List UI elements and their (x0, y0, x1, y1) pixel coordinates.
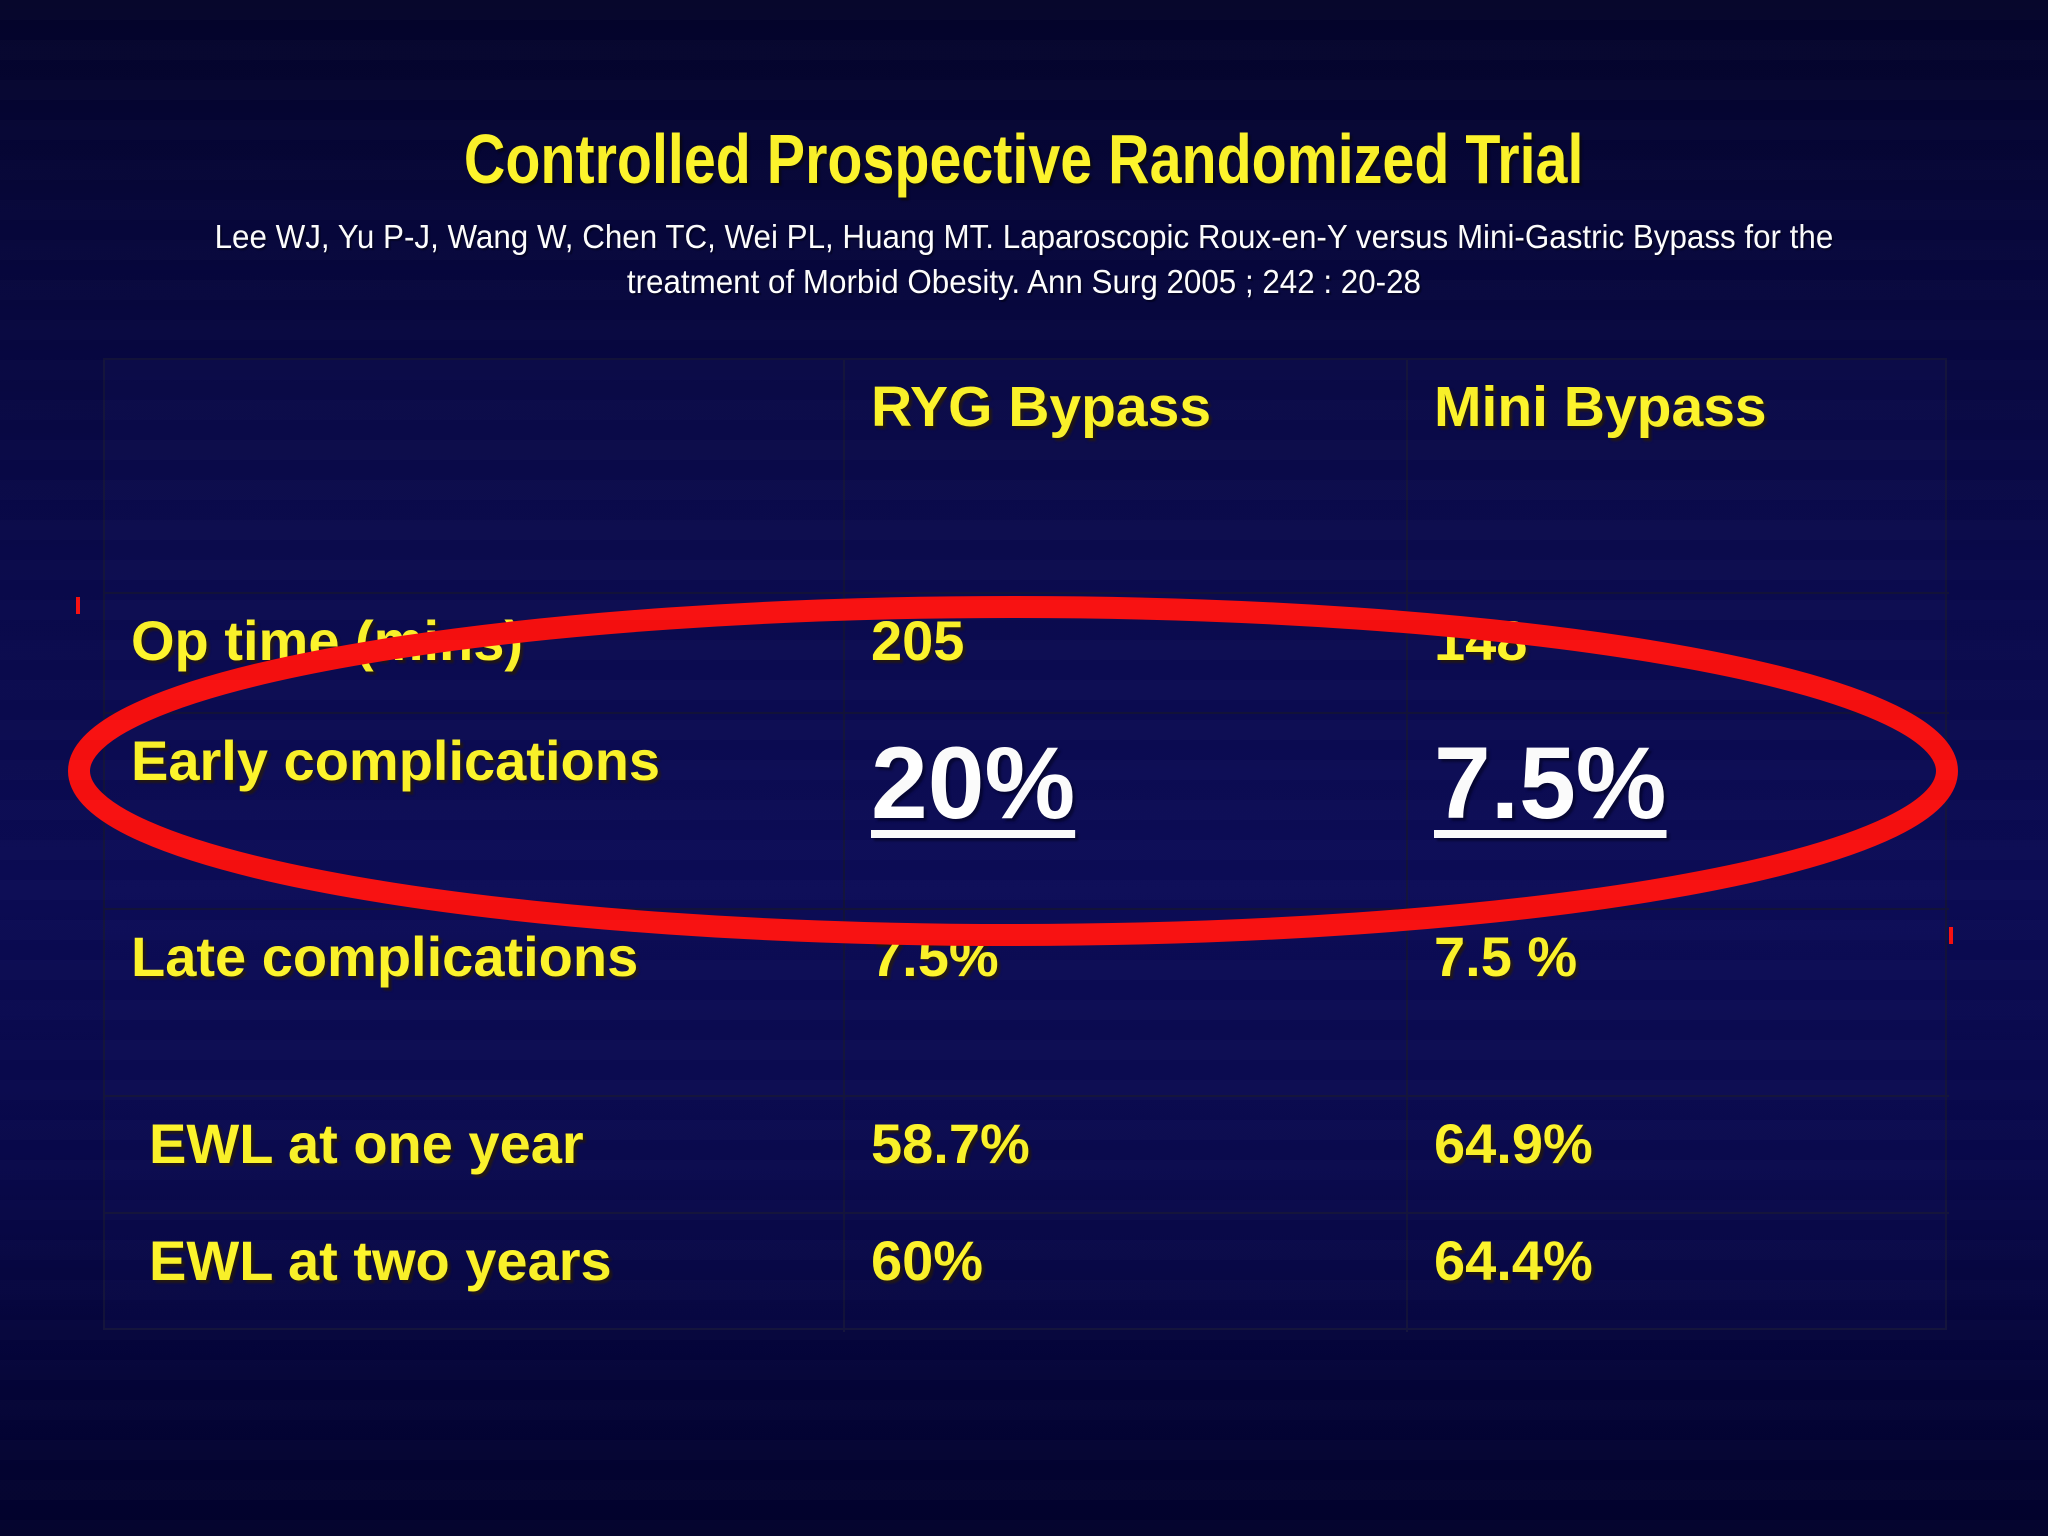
ewl-two-years-label: EWL at two years (105, 1214, 845, 1332)
header-mini-bypass: Mini Bypass (1408, 360, 1949, 594)
citation: Lee WJ, Yu P-J, Wang W, Chen TC, Wei PL,… (0, 214, 2048, 304)
op-time-mini-value: 148 (1408, 594, 1949, 714)
header-ryg-bypass: RYG Bypass (845, 360, 1408, 594)
citation-line-2: treatment of Morbid Obesity. Ann Surg 20… (626, 263, 1422, 300)
op-time-ryg-value: 205 (845, 594, 1408, 714)
ewl-one-year-mini-value: 64.9% (1408, 1097, 1949, 1214)
header-empty-cell (105, 360, 845, 594)
slide-title-text: Controlled Prospective Randomized Trial (464, 120, 1584, 198)
slide-title: Controlled Prospective Randomized Trial (0, 122, 2048, 196)
ewl-two-years-ryg-value: 60% (845, 1214, 1408, 1332)
late-complications-mini-value: 7.5 % (1408, 910, 1949, 1097)
late-complications-label: Late complications (105, 910, 845, 1097)
results-table: RYG Bypass Mini Bypass Op time (mins) 20… (103, 358, 1949, 1332)
ewl-two-years-mini-value: 64.4% (1434, 1229, 1593, 1292)
citation-line-1: Lee WJ, Yu P-J, Wang W, Chen TC, Wei PL,… (214, 218, 1834, 255)
late-complications-ryg-value: 7.5% (845, 910, 1408, 1097)
pen-mark-right (1949, 927, 1953, 944)
pen-mark-left (76, 597, 80, 614)
early-complications-label: Early complications (105, 714, 845, 910)
ewl-one-year-ryg-value: 58.7% (845, 1097, 1408, 1214)
early-complications-ryg-value: 20% (845, 714, 1408, 910)
ewl-one-year-label: EWL at one year (105, 1097, 845, 1214)
early-complications-mini-value: 7.5% (1408, 714, 1949, 910)
op-time-label: Op time (mins) (105, 594, 845, 714)
